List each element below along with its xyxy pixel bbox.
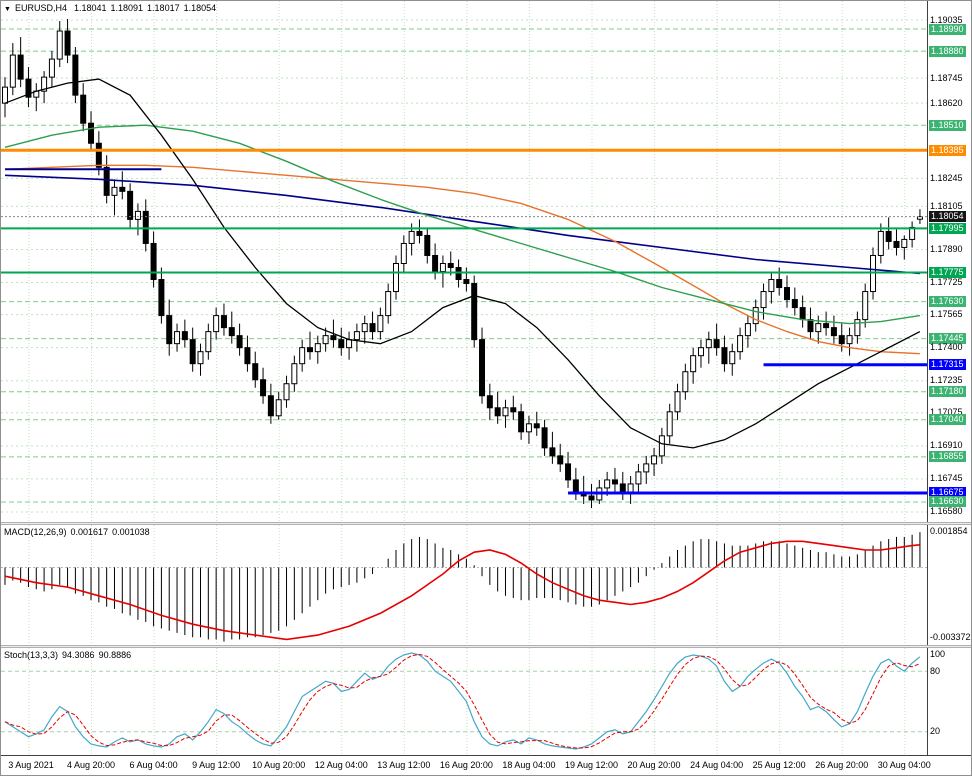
stochastic-indicator-pane[interactable] (1, 648, 927, 755)
candlesticks (2, 19, 923, 508)
price-axis-label: 1.17995 (929, 222, 966, 234)
price-axis-label: 1.17315 (929, 359, 966, 371)
price-axis-label: 1.17890 (930, 243, 963, 254)
price-axis-label: 1.18245 (930, 172, 963, 183)
ohlc-high: 1.18091 (110, 3, 144, 13)
time-axis[interactable]: 3 Aug 2021 4 Aug 20:00 6 Aug 04:00 9 Aug 12… (1, 755, 971, 775)
price-axis-label: 1.17725 (930, 277, 963, 288)
ma-black (4, 78, 921, 449)
macd-plot-svg[interactable] (1, 525, 927, 645)
price-axis-label: 1.16630 (929, 496, 966, 508)
ma-orange (4, 164, 920, 355)
stochastic-header: Stoch(13,3,3) 94.3086 90.8886 (4, 650, 135, 660)
chart-symbol-ohlc-header: ▼ EURUSD,H4 1.18041 1.18091 1.18017 1.18054 (4, 3, 220, 13)
time-axis-label: 25 Aug 12:00 (752, 760, 806, 770)
price-axis-label: 1.17445 (929, 333, 966, 345)
time-axis-label: 18 Aug 04:00 (502, 760, 556, 770)
ohlc-open: 1.18041 (73, 3, 107, 13)
price-axis-label: 1.16675 (929, 487, 966, 499)
pane-splitter[interactable] (1, 522, 971, 525)
time-axis-label: 13 Aug 12:00 (377, 760, 431, 770)
macd-header: MACD(12,26,9) 0.001617 0.001038 (4, 527, 154, 537)
stoch-d-line (4, 653, 921, 749)
stoch-signal-value: 90.8886 (98, 650, 132, 660)
stoch-axis-20-label: 20 (930, 726, 941, 737)
time-axis-label: 30 Aug 04:00 (877, 760, 931, 770)
price-axis-label: 1.18510 (929, 119, 966, 131)
time-axis-label: 26 Aug 20:00 (815, 760, 869, 770)
price-axis-label: 1.18385 (929, 144, 966, 156)
time-axis-label: 19 Aug 12:00 (564, 760, 619, 770)
ohlc-low: 1.18017 (147, 3, 180, 13)
horizontal-gridlines (1, 19, 927, 513)
time-axis-label: 10 Aug 20:00 (252, 760, 306, 770)
time-axis-label: 12 Aug 04:00 (314, 760, 368, 770)
macd-value: 0.001617 (70, 527, 109, 537)
macd-signal-value: 0.001038 (112, 527, 150, 537)
price-axis-label: 1.18745 (930, 72, 963, 83)
time-axis-label: 16 Aug 20:00 (439, 760, 493, 770)
current-price-axis-label: 1.18054 (929, 211, 966, 223)
time-axis-label: 24 Aug 04:00 (690, 760, 744, 770)
time-axis-label: 6 Aug 04:00 (129, 760, 178, 770)
price-axis-label: 1.18880 (929, 45, 966, 57)
main-plot-svg[interactable] (1, 1, 927, 522)
one-click-collapse-icon[interactable]: ▼ (4, 6, 11, 13)
price-axis-label: 1.17040 (929, 414, 966, 426)
price-axis-label: 1.17630 (929, 296, 966, 308)
price-axis-label: 1.16855 (929, 451, 966, 463)
price-axis[interactable]: 1.19035 1.18990 1.18880 1.18745 1.18620 1.185… (927, 1, 971, 755)
time-axis-label: 4 Aug 20:00 (66, 760, 116, 770)
stoch-value: 94.3086 (62, 650, 95, 660)
price-axis-label: 1.17565 (930, 309, 963, 320)
price-axis-label: 1.16580 (930, 506, 963, 517)
time-axis-label: 3 Aug 2021 (8, 760, 54, 770)
stoch-k-line (4, 652, 921, 750)
pane-splitter[interactable] (1, 645, 971, 648)
time-axis-label: 20 Aug 20:00 (627, 760, 681, 770)
ma-green (4, 124, 921, 325)
macd-axis-max-label: 0.001854 (930, 526, 968, 536)
price-axis-label: 1.16745 (930, 473, 963, 484)
macd-indicator-pane[interactable] (1, 525, 927, 645)
price-axis-label: 1.18620 (930, 97, 963, 108)
price-axis-label: 1.17235 (930, 375, 963, 386)
price-axis-label: 1.17180 (929, 386, 966, 398)
macd-histogram (4, 532, 921, 642)
ma-blue (4, 174, 920, 275)
time-axis-label: 9 Aug 12:00 (192, 760, 241, 770)
price-axis-label: 1.18105 (930, 200, 963, 211)
price-axis-label: 1.16910 (930, 440, 963, 451)
price-axis-label: 1.19035 (930, 14, 963, 25)
price-axis-label: 1.17400 (930, 342, 963, 353)
price-axis-label: 1.18990 (929, 23, 966, 35)
price-axis-label: 1.17775 (929, 267, 966, 278)
macd-name-label: MACD(12,26,9) (4, 527, 67, 537)
stoch-axis-80-label: 80 (930, 665, 941, 676)
macd-axis-min-label: -0.003372 (930, 632, 971, 642)
price-axis-label: 1.17075 (930, 407, 963, 418)
symbol-period-label: EURUSD,H4 (14, 3, 67, 13)
ohlc-close: 1.18054 (183, 3, 217, 13)
main-chart-pane[interactable] (1, 1, 927, 522)
stoch-name-label: Stoch(13,3,3) (4, 650, 59, 660)
stoch-axis-100-label: 100 (930, 649, 946, 659)
macd-signal-line (4, 540, 920, 641)
stochastic-plot-svg[interactable] (1, 648, 927, 755)
support-resistance-dashed-levels[interactable] (1, 28, 927, 503)
